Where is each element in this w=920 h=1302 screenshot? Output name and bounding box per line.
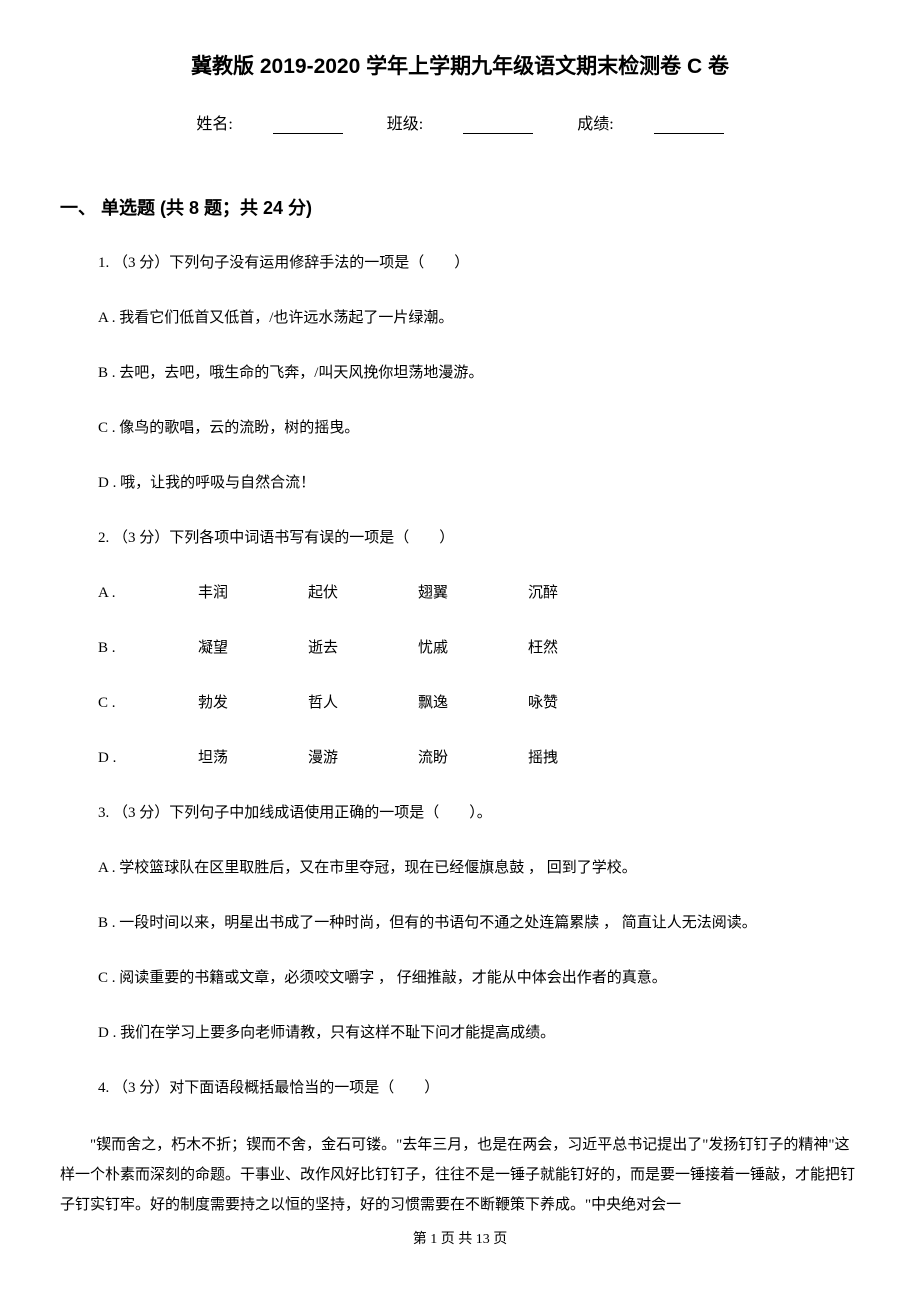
option-label: B . [98,635,198,662]
question-1-option-c: C . 像鸟的歌唱，云的流盼，树的摇曳。 [60,415,860,442]
class-label: 班级: [387,116,423,133]
question-4-passage: "锲而舍之，朽木不折；锲而不舍，金石可镂。"去年三月，也是在两会，习近平总书记提… [60,1130,860,1220]
question-4-stem: 4. （3 分）对下面语段概括最恰当的一项是（ ） [60,1075,860,1102]
word: 翅翼 [418,580,528,607]
question-2-stem: 2. （3 分）下列各项中词语书写有误的一项是（ ） [60,525,860,552]
word: 哲人 [308,690,418,717]
question-3-option-a: A . 学校篮球队在区里取胜后，又在市里夺冠，现在已经偃旗息鼓 ， 回到了学校。 [60,855,860,882]
word: 逝去 [308,635,418,662]
word: 忧戚 [418,635,528,662]
word: 咏赞 [528,690,638,717]
word: 坦荡 [198,745,308,772]
name-blank[interactable] [273,133,343,134]
word: 飘逸 [418,690,528,717]
option-label: C . [98,690,198,717]
name-label: 姓名: [196,116,232,133]
word: 起伏 [308,580,418,607]
question-2-option-b: B . 凝望 逝去 忧戚 枉然 [60,635,860,662]
option-label: D . [98,745,198,772]
word: 凝望 [198,635,308,662]
word: 摇拽 [528,745,638,772]
class-blank[interactable] [463,133,533,134]
option-label: A . [98,580,198,607]
word: 漫游 [308,745,418,772]
word: 枉然 [528,635,638,662]
question-3-option-c: C . 阅读重要的书籍或文章，必须咬文嚼字 ， 仔细推敲，才能从中体会出作者的真… [60,965,860,992]
score-blank[interactable] [654,133,724,134]
question-1-option-b: B . 去吧，去吧，哦生命的飞奔，/叫天风挽你坦荡地漫游。 [60,360,860,387]
section-1-header: 一、 单选题 (共 8 题；共 24 分) [60,194,860,220]
question-1-stem: 1. （3 分）下列句子没有运用修辞手法的一项是（ ） [60,250,860,277]
question-2-option-d: D . 坦荡 漫游 流盼 摇拽 [60,745,860,772]
question-3-stem: 3. （3 分）下列句子中加线成语使用正确的一项是（ ）。 [60,800,860,827]
question-2-option-c: C . 勃发 哲人 飘逸 咏赞 [60,690,860,717]
student-info-line: 姓名: 班级: 成绩: [60,110,860,134]
word: 沉醉 [528,580,638,607]
question-3-option-d: D . 我们在学习上要多向老师请教，只有这样不耻下问才能提高成绩。 [60,1020,860,1047]
question-2-option-a: A . 丰润 起伏 翅翼 沉醉 [60,580,860,607]
word: 勃发 [198,690,308,717]
exam-title: 冀教版 2019-2020 学年上学期九年级语文期末检测卷 C 卷 [60,50,860,80]
question-1-option-d: D . 哦，让我的呼吸与自然合流！ [60,470,860,497]
question-1-option-a: A . 我看它们低首又低首，/也许远水荡起了一片绿潮。 [60,305,860,332]
word: 丰润 [198,580,308,607]
score-label: 成绩: [577,116,613,133]
word: 流盼 [418,745,528,772]
page-footer: 第 1 页 共 13 页 [60,1228,860,1248]
question-3-option-b: B . 一段时间以来，明星出书成了一种时尚，但有的书语句不通之处连篇累牍 ， 简… [60,910,860,937]
